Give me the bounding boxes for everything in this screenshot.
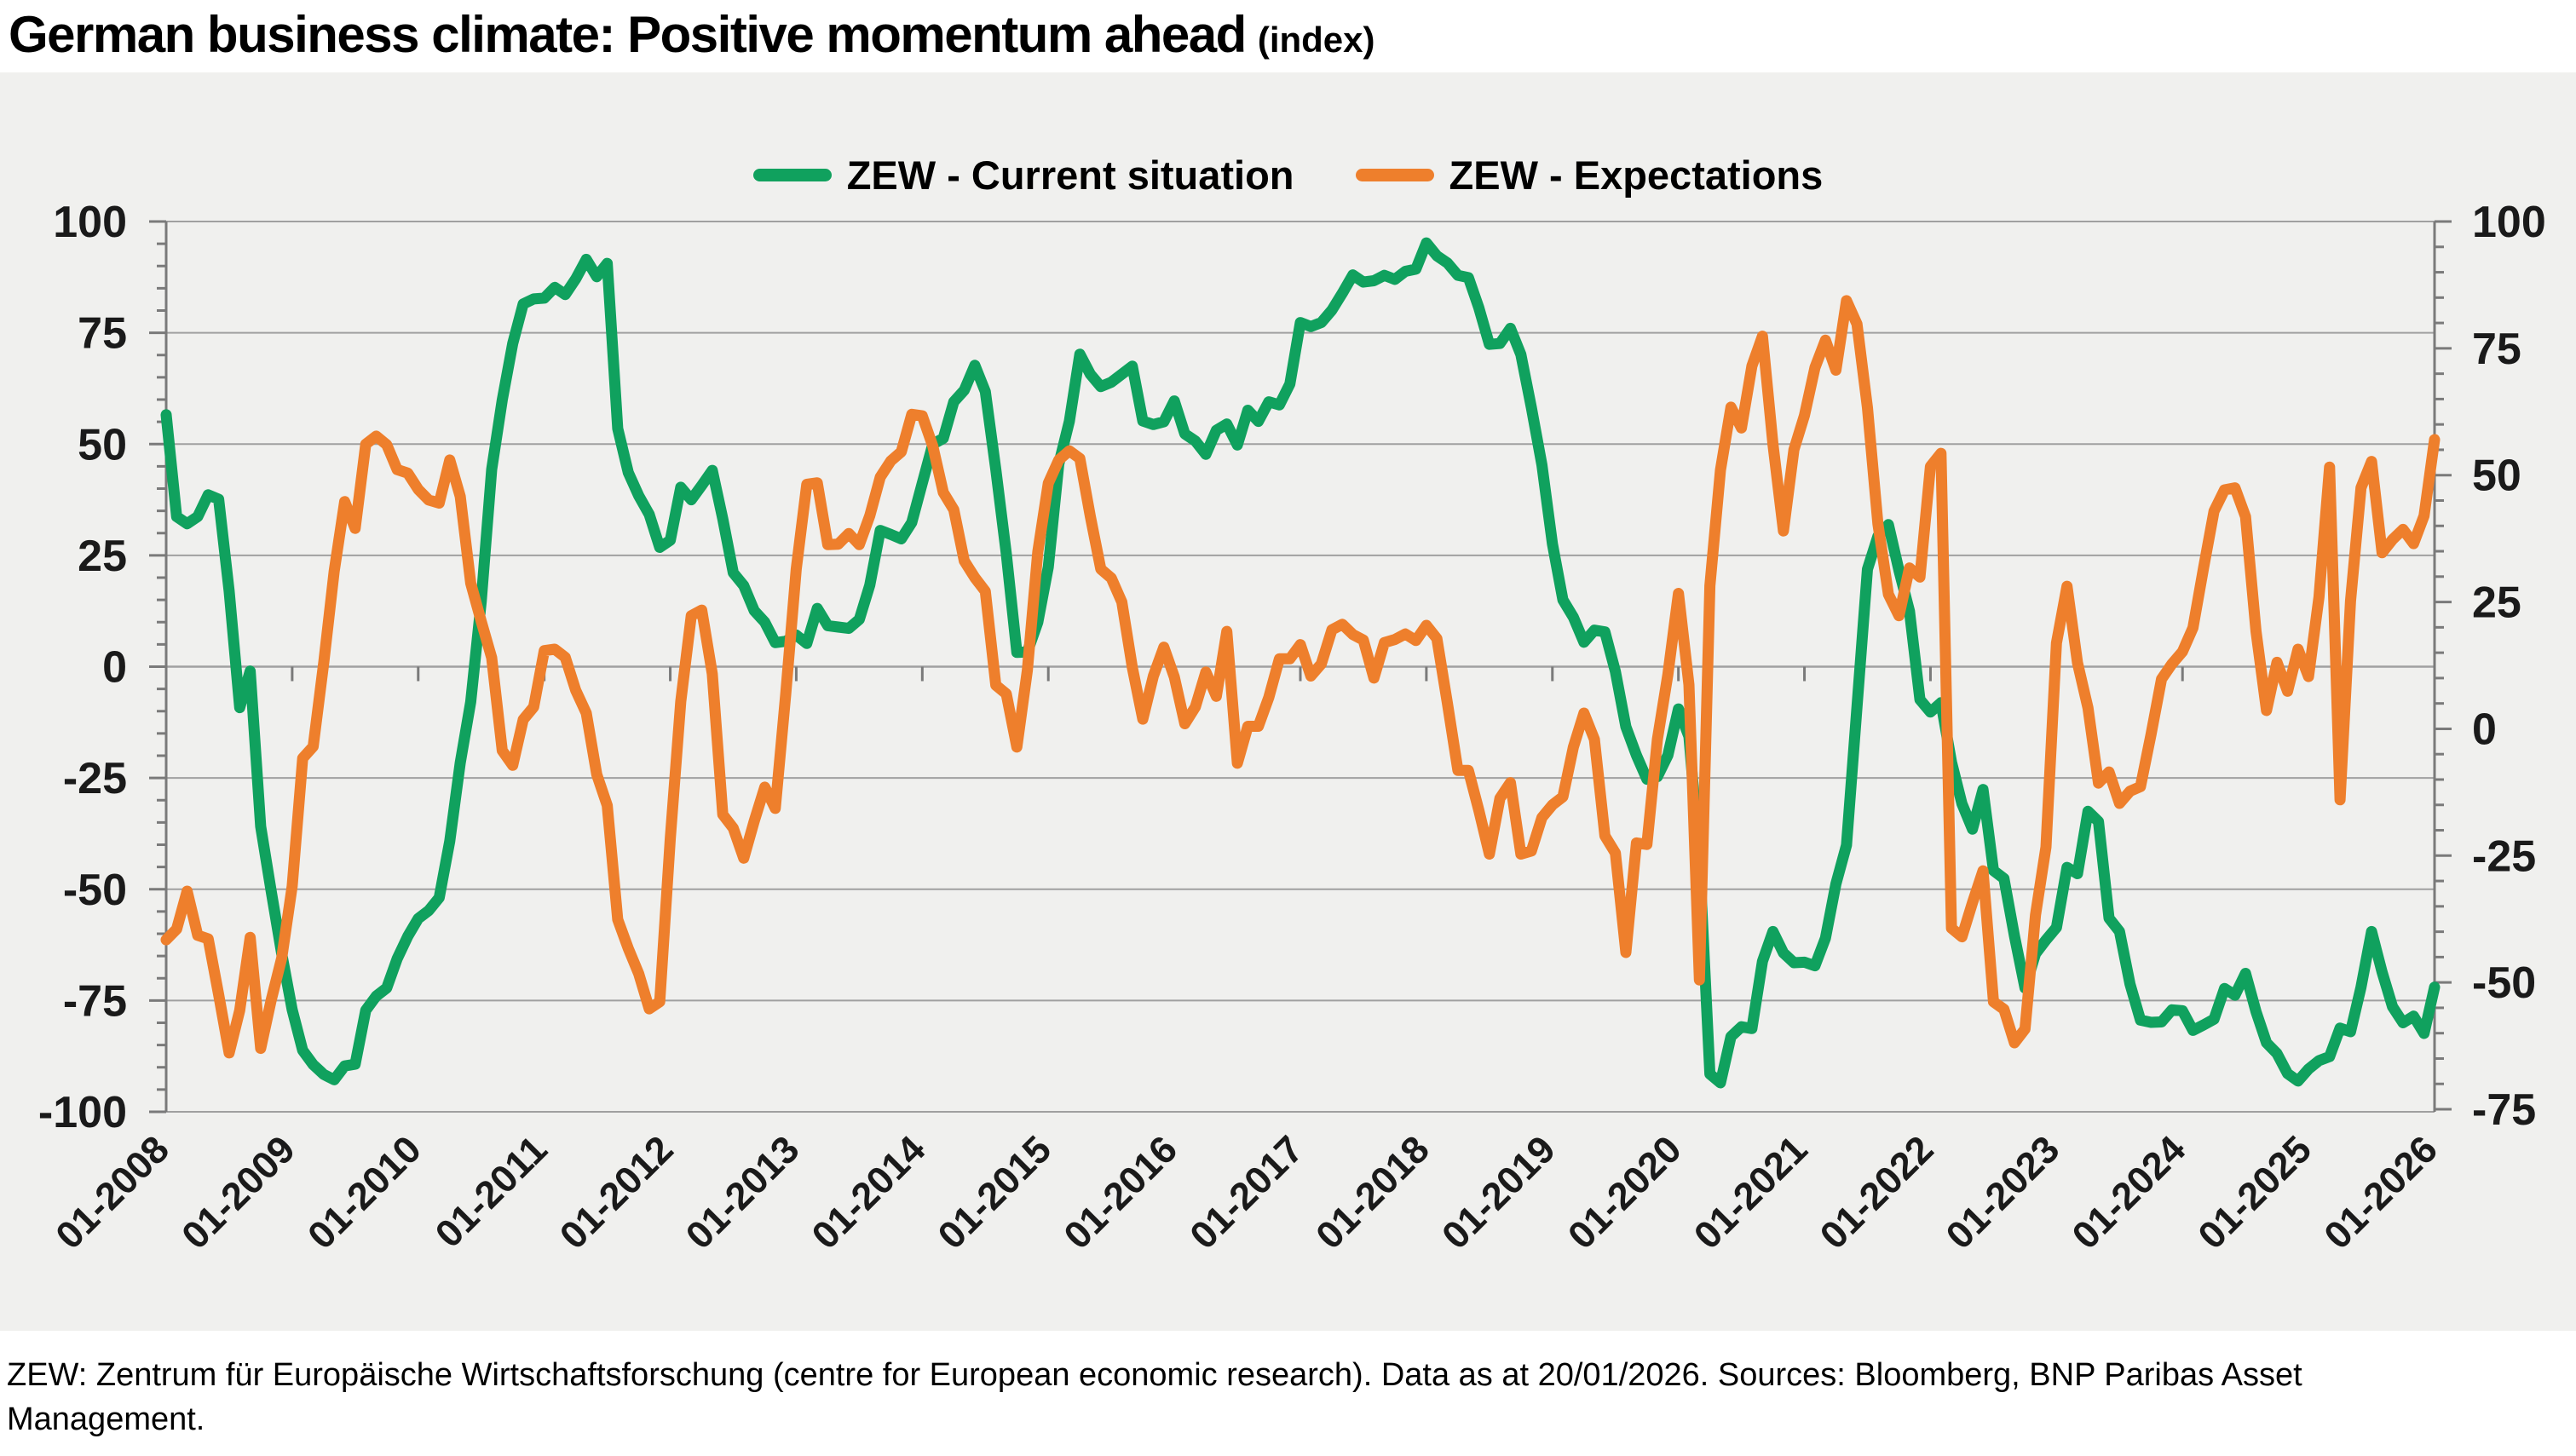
right-axis-tick-label: -50	[2472, 958, 2536, 1008]
left-axis-tick-label: 50	[78, 420, 127, 469]
chart-title: German business climate: Positive moment…	[9, 6, 1247, 63]
left-axis-tick-label: 0	[102, 643, 127, 693]
left-axis-tick-label: 100	[53, 198, 127, 247]
x-axis-tick-label: 01-2014	[804, 1127, 934, 1257]
legend-label-expectations: ZEW - Expectations	[1449, 153, 1824, 198]
x-axis-tick-label: 01-2015	[929, 1127, 1059, 1257]
expectations-line-swatch	[1355, 169, 1434, 181]
x-axis-tick-label: 01-2023	[1938, 1127, 2068, 1257]
x-axis-tick-label: 01-2017	[1181, 1127, 1311, 1257]
x-axis-tick-label: 01-2024	[2063, 1127, 2193, 1257]
right-axis-tick-label: 100	[2472, 198, 2546, 247]
x-axis-tick-label: 01-2020	[1559, 1127, 1690, 1257]
x-axis-tick-label: 01-2011	[427, 1127, 556, 1256]
left-axis-tick-label: 75	[78, 309, 127, 359]
chart-subtitle: (index)	[1257, 20, 1375, 60]
x-axis-tick-label: 01-2016	[1055, 1127, 1185, 1257]
right-axis-tick-label: 75	[2472, 325, 2521, 374]
right-axis-tick-label: -75	[2472, 1085, 2536, 1135]
x-axis-tick-label: 01-2018	[1307, 1127, 1438, 1257]
current-situation-line	[160, 237, 2441, 1089]
chart-panel-background	[0, 72, 2576, 1331]
x-axis-tick-label: 01-2022	[1812, 1127, 1942, 1257]
chart-legend: ZEW - Current situation ZEW - Expectatio…	[0, 152, 2576, 199]
page-title: German business climate: Positive moment…	[9, 5, 1375, 64]
x-axis-tick-label: 01-2008	[47, 1127, 177, 1257]
source-note: ZEW: Zentrum für Europäische Wirtschafts…	[7, 1357, 2302, 1438]
legend-label-current-situation: ZEW - Current situation	[846, 153, 1294, 198]
x-axis-tick-label: 01-2012	[551, 1127, 682, 1257]
left-axis-tick-label: 25	[78, 532, 127, 581]
legend-item-current-situation: ZEW - Current situation	[752, 152, 1294, 199]
left-axis-tick-label: -100	[38, 1088, 127, 1137]
left-axis-tick-label: -25	[63, 754, 127, 803]
x-axis-tick-label: 01-2010	[299, 1127, 429, 1257]
left-axis-tick-label: -75	[63, 976, 127, 1026]
legend-item-expectations: ZEW - Expectations	[1355, 152, 1824, 199]
x-axis-tick-label: 01-2025	[2189, 1127, 2320, 1257]
current-situation-line-swatch	[752, 169, 832, 181]
x-axis-tick-label: 01-2013	[677, 1127, 808, 1257]
right-axis-tick-label: -25	[2472, 832, 2536, 881]
x-axis-tick-label: 01-2019	[1433, 1127, 1564, 1257]
right-axis-tick-label: 0	[2472, 705, 2497, 754]
right-axis-tick-label: 25	[2472, 578, 2521, 628]
x-axis-tick-label: 01-2021	[1686, 1127, 1816, 1257]
x-axis-tick-label: 01-2026	[2315, 1127, 2446, 1257]
right-axis-tick-label: 50	[2472, 452, 2521, 501]
left-axis-tick-label: -50	[63, 866, 127, 915]
x-axis-tick-label: 01-2009	[173, 1127, 303, 1257]
expectations-line	[160, 295, 2441, 1059]
